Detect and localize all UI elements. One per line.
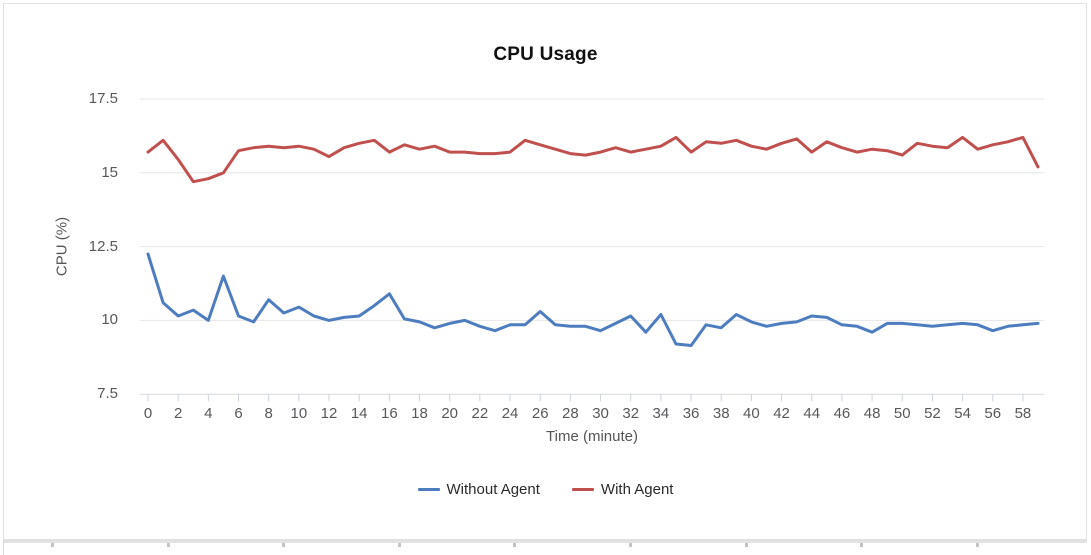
x-tick-label: 16 — [381, 405, 398, 422]
x-tick-label: 12 — [320, 405, 338, 422]
y-axis-title: CPU (%) — [53, 216, 71, 277]
legend-label-with-agent: With Agent — [600, 480, 674, 498]
x-tick-label: 24 — [501, 405, 519, 422]
x-tick-label: 8 — [264, 405, 273, 422]
next-chart-tick-mark — [166, 543, 170, 547]
y-tick-label: 12.5 — [88, 237, 118, 255]
x-tick-label: 42 — [773, 405, 790, 422]
x-tick-label: 48 — [863, 405, 881, 422]
next-chart-tick-mark — [860, 543, 864, 547]
series-line-with-agent — [146, 135, 1040, 184]
x-tick-label: 26 — [531, 405, 549, 422]
next-chart-tick-mark — [975, 543, 979, 547]
x-tick-label: 14 — [350, 405, 368, 422]
x-tick-label: 18 — [411, 405, 428, 422]
series-line-without-agent — [146, 252, 1040, 347]
x-tick-label: 38 — [712, 405, 730, 422]
x-tick-label: 56 — [984, 405, 1002, 422]
y-tick-label: 15 — [101, 163, 118, 181]
y-tick-label: 17.5 — [88, 90, 118, 107]
next-chart-tick-mark — [744, 543, 748, 547]
x-tick-label: 54 — [954, 405, 971, 422]
y-tick-label: 7.5 — [97, 385, 118, 403]
x-tick-label: 58 — [1014, 405, 1032, 422]
next-chart-axis-line — [4, 541, 1087, 543]
chart-legend: Without Agent With Agent — [0, 479, 1091, 499]
x-tick-label: 6 — [234, 405, 243, 422]
x-tick-label: 40 — [743, 405, 760, 422]
x-tick-label: 28 — [562, 405, 579, 422]
x-tick-label: 20 — [441, 405, 459, 422]
x-tick-label: 2 — [173, 405, 183, 422]
x-tick-label: 44 — [803, 405, 821, 422]
x-tick-label: 22 — [471, 405, 489, 422]
next-chart-tick-mark — [513, 543, 517, 547]
x-tick-label: 50 — [893, 405, 911, 422]
legend-item-without-agent[interactable]: Without Agent — [417, 480, 540, 498]
x-tick-label: 36 — [682, 405, 700, 422]
x-tick-label: 4 — [204, 405, 213, 422]
legend-item-with-agent[interactable]: With Agent — [571, 480, 674, 498]
next-chart-tick-mark — [397, 543, 401, 547]
x-tick-label: 52 — [924, 405, 941, 422]
legend-swatch-without-agent — [417, 487, 440, 491]
x-tick-label: 46 — [833, 405, 851, 422]
next-chart-tick-mark — [282, 543, 286, 547]
x-tick-label: 32 — [622, 405, 640, 422]
next-chart-tick-mark — [629, 543, 632, 547]
x-tick-label: 30 — [592, 405, 609, 422]
x-tick-label: 34 — [652, 405, 670, 422]
x-axis-title: Time (minute) — [546, 428, 638, 445]
next-chart-top-edge — [0, 541, 1091, 555]
next-chart-tick-mark — [51, 543, 54, 547]
chart-card — [3, 3, 1087, 541]
chart-title: CPU Usage — [493, 44, 598, 65]
legend-label-without-agent: Without Agent — [446, 480, 540, 498]
y-tick-label: 10 — [101, 311, 118, 329]
legend-swatch-with-agent — [571, 487, 594, 491]
next-chart-left-border — [3, 541, 4, 555]
x-tick-label: 0 — [143, 405, 153, 422]
x-tick-label: 10 — [290, 405, 308, 422]
